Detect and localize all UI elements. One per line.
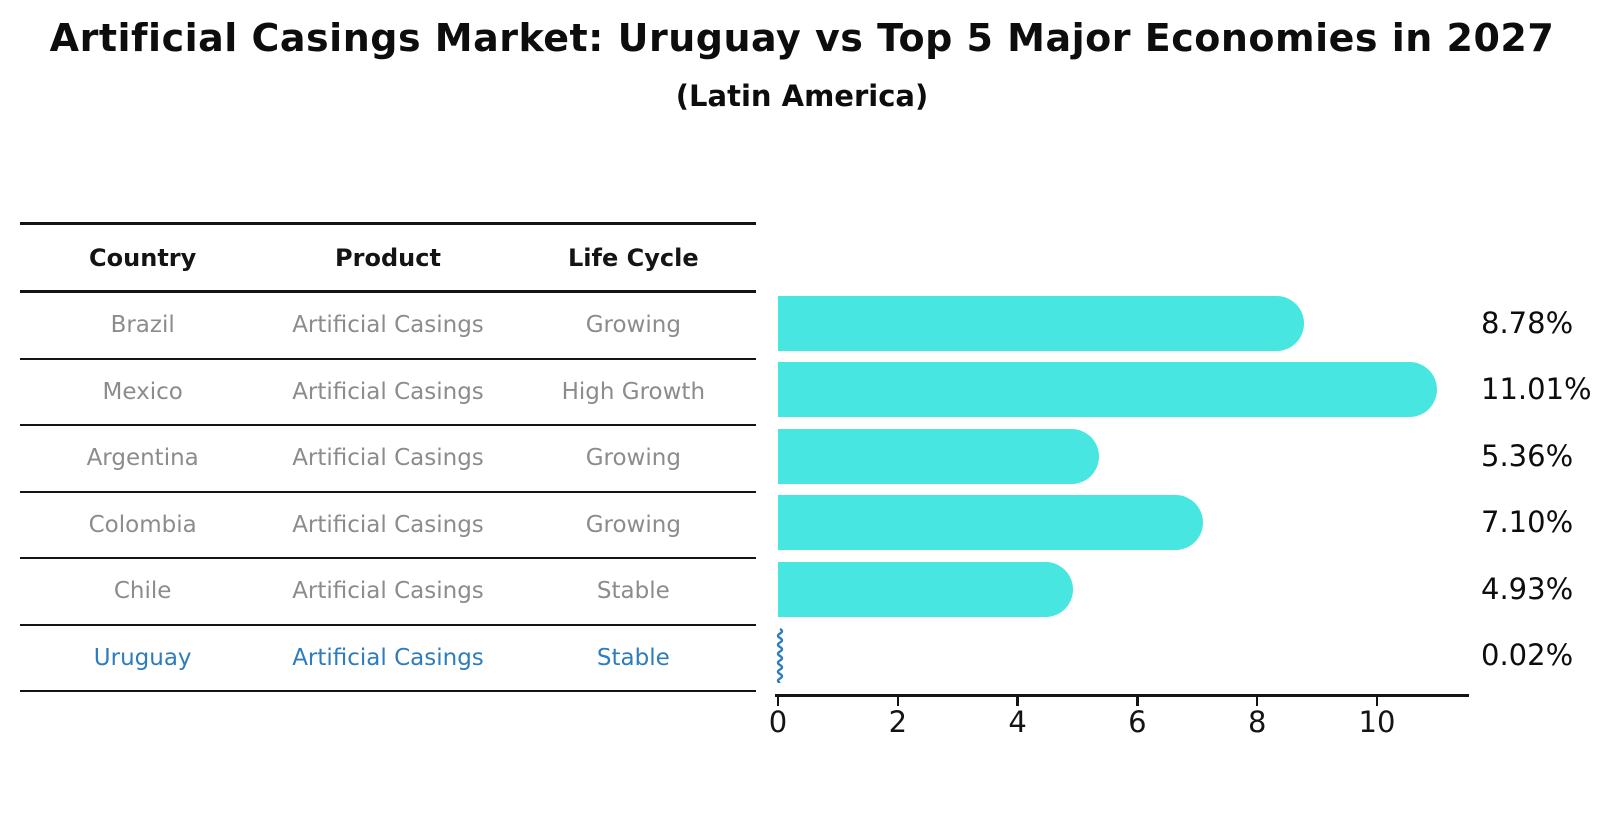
chart-subtitle: (Latin America) — [675, 79, 929, 113]
chart-title: Artificial Casings Market: Uruguay vs To… — [49, 16, 1555, 60]
table-row: Colombia Artificial Casings Growing — [20, 493, 756, 559]
x-axis-tick — [776, 697, 780, 706]
highlight-bar-squiggle — [776, 628, 784, 684]
bar-colombia — [778, 495, 1204, 551]
bar-chile — [778, 561, 1074, 617]
table-body: Brazil Artificial Casings Growing Mexico Art… — [20, 293, 756, 692]
cell-product: Artificial Casings — [292, 445, 484, 472]
x-axis-tick-label: 8 — [1247, 705, 1267, 739]
value-label: 8.78% — [1481, 305, 1574, 340]
value-label: 5.36% — [1481, 438, 1574, 473]
bar-mexico — [778, 362, 1438, 418]
table-row: Brazil Artificial Casings Growing — [20, 293, 756, 360]
table-row: Uruguay Artificial Casings Stable — [20, 626, 756, 692]
x-axis-tick — [1016, 697, 1019, 706]
cell-country: Mexico — [102, 378, 183, 405]
x-axis-tick-label: 6 — [1128, 705, 1147, 739]
x-axis-tick-label: 2 — [888, 705, 908, 739]
cell-country: Argentina — [86, 445, 199, 472]
table-header-product: Product — [335, 243, 441, 272]
value-label: 11.01% — [1481, 372, 1592, 407]
cell-product: Artificial Casings — [292, 644, 484, 671]
cell-life-cycle: Growing — [585, 445, 681, 472]
x-axis-tick-label: 10 — [1358, 705, 1396, 739]
table-header-country: Country — [89, 243, 197, 272]
bar-argentina — [778, 428, 1100, 484]
cell-product: Artificial Casings — [292, 312, 484, 339]
value-label: 4.93% — [1481, 571, 1574, 606]
cell-life-cycle: Growing — [585, 312, 681, 339]
x-axis-tick-label: 0 — [768, 705, 788, 739]
x-axis-tick — [1136, 697, 1139, 706]
cell-life-cycle: Stable — [596, 578, 670, 605]
cell-life-cycle: Stable — [596, 644, 670, 671]
table-row: Mexico Artificial Casings High Growth — [20, 360, 756, 426]
cell-country: Uruguay — [93, 644, 192, 671]
bar-brazil — [778, 295, 1304, 351]
cell-country: Colombia — [88, 511, 197, 538]
value-label: 7.10% — [1481, 505, 1574, 540]
table-row: Chile Artificial Casings Stable — [20, 559, 756, 626]
value-label: 0.02% — [1481, 638, 1574, 673]
cell-product: Artificial Casings — [292, 578, 484, 605]
x-axis-line — [775, 694, 1469, 697]
cell-life-cycle: High Growth — [561, 378, 706, 405]
country-table: Country Product Life Cycle Brazil Artific… — [20, 222, 756, 692]
table-header-life-cycle: Life Cycle — [568, 243, 699, 272]
table-row: Argentina Artificial Casings Growing — [20, 426, 756, 493]
cell-country: Chile — [113, 578, 172, 605]
cell-product: Artificial Casings — [292, 378, 484, 405]
cell-product: Artificial Casings — [292, 511, 484, 538]
table-header-row: Country Product Life Cycle — [20, 222, 756, 293]
cell-life-cycle: Growing — [585, 511, 681, 538]
cell-country: Brazil — [110, 312, 175, 339]
x-axis-tick — [1255, 697, 1259, 706]
x-axis-tick — [896, 697, 900, 706]
x-axis-tick-label: 4 — [1008, 705, 1027, 739]
x-axis-tick — [1375, 697, 1379, 706]
